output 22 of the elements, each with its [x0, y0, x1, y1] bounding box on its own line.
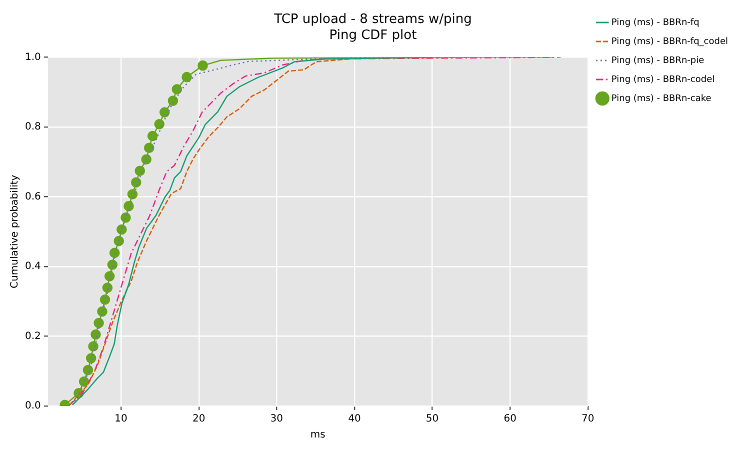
y-tick-label: 0.0: [24, 400, 41, 412]
y-tick-label: 0.8: [24, 122, 41, 133]
y-tick-label: 0.4: [24, 261, 41, 272]
x-tick-label: 30: [270, 414, 284, 425]
legend-label: Ping (ms) - BBRn-cake: [611, 94, 712, 104]
chart-subtitle: Ping CDF plot: [329, 28, 417, 43]
chart-title: TCP upload - 8 streams w/ping: [273, 12, 472, 28]
y-tick-label: 1.0: [24, 52, 41, 63]
x-tick-label: 50: [426, 414, 439, 425]
y-axis-title: Cumulative probability: [10, 174, 21, 288]
x-axis-title: ms: [310, 430, 326, 441]
legend-label: Ping (ms) - BBRn-pie: [611, 56, 705, 66]
legend-label: Ping (ms) - BBRn-fq_codel: [611, 36, 728, 47]
y-tick-label: 0.2: [24, 330, 41, 342]
x-tick-label: 40: [348, 414, 361, 425]
y-tick-label: 0.6: [24, 191, 41, 202]
x-tick-label: 60: [504, 414, 516, 425]
x-tick-label: 70: [582, 414, 594, 425]
x-tick-label: 20: [192, 414, 206, 425]
legend-label: Ping (ms) - BBRn-fq: [611, 18, 700, 28]
x-tick-label: 10: [114, 414, 128, 425]
legend-label: Ping (ms) - BBRn-codel: [611, 74, 715, 85]
